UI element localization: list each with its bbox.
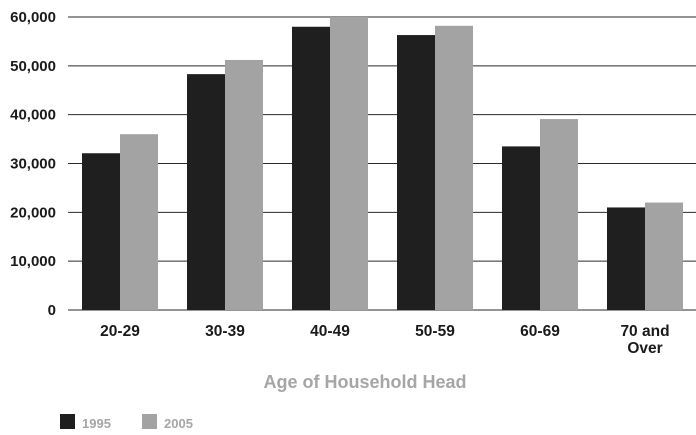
bar-2005-2 — [330, 17, 368, 310]
legend-swatch-2005 — [142, 414, 157, 429]
y-tick-label: 30,000 — [10, 156, 56, 173]
bar-1995-1 — [187, 74, 225, 310]
y-tick-label: 20,000 — [10, 204, 56, 221]
x-tick-label: 40-49 — [310, 323, 350, 340]
y-axis-ticks: 0 10,000 20,000 30,000 40,000 50,000 60,000 — [10, 9, 56, 319]
legend-swatch-1995 — [60, 414, 75, 429]
x-axis-ticks: 20-29 30-39 40-49 50-59 60-69 70 and Over — [100, 323, 669, 357]
x-tick-label: 60-69 — [520, 323, 560, 340]
bar-2005-1 — [225, 59, 263, 311]
bars — [82, 17, 683, 311]
bar-1995-0 — [82, 153, 120, 310]
y-tick-label: 50,000 — [10, 58, 56, 75]
bar-1995-2 — [292, 26, 330, 311]
y-tick-label: 10,000 — [10, 253, 56, 270]
bar-1995-4 — [502, 146, 540, 310]
legend-label-1995: 1995 — [82, 416, 111, 431]
legend-label-2005: 2005 — [164, 416, 193, 431]
y-tick-label: 40,000 — [10, 107, 56, 124]
bar-2005-3 — [435, 25, 473, 310]
y-tick-label: 0 — [48, 302, 56, 319]
bar-1995-3 — [397, 35, 435, 311]
bar-2005-0 — [120, 134, 158, 310]
x-tick-label: 20-29 — [100, 323, 140, 340]
gridlines — [68, 16, 696, 311]
x-tick-label: 50-59 — [415, 323, 455, 340]
bar-1995-5 — [607, 207, 645, 310]
x-tick-label: 30-39 — [205, 323, 245, 340]
bar-2005-5 — [645, 202, 683, 310]
x-tick-label: 70 and Over — [620, 323, 669, 357]
x-axis-title: Age of Household Head — [263, 372, 466, 392]
legend: 1995 2005 — [60, 414, 193, 431]
bar-2005-4 — [540, 119, 578, 310]
y-tick-label: 60,000 — [10, 9, 56, 26]
